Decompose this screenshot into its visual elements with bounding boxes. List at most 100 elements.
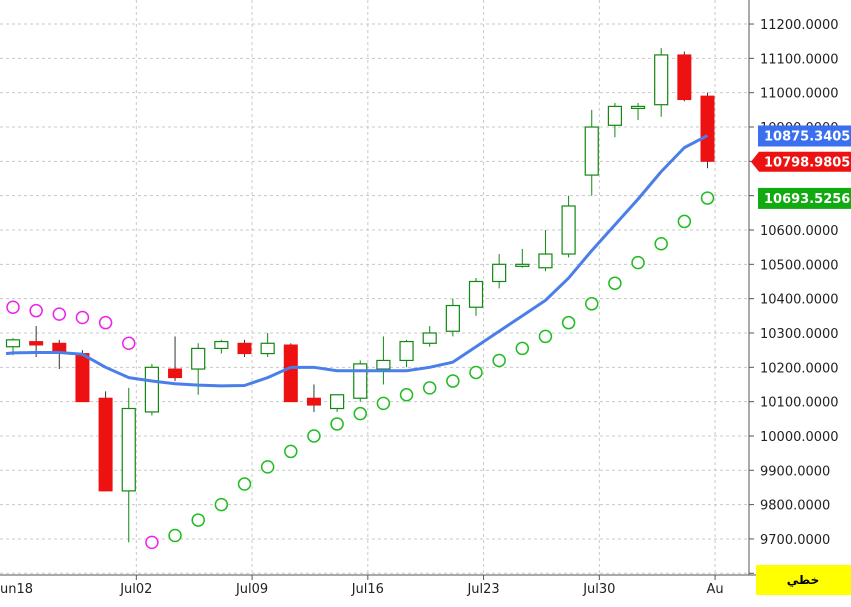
candle-body — [584, 126, 599, 176]
sar-point — [585, 297, 599, 311]
sar-point — [330, 417, 344, 431]
sar-point — [122, 336, 136, 351]
candle-up — [399, 339, 414, 368]
candle-body — [29, 341, 44, 346]
mode-badge[interactable]: خطي — [756, 565, 851, 595]
sar-point — [29, 303, 43, 318]
sar-point — [654, 236, 668, 251]
sar-point — [214, 497, 229, 512]
sar-point — [237, 477, 252, 491]
candle-up — [422, 326, 437, 347]
candle-body — [52, 342, 67, 353]
price-axis-label: 9800.0000 — [760, 499, 830, 514]
sar-point — [469, 365, 483, 380]
mode-badge-label[interactable]: خطي — [787, 573, 819, 587]
candle-up — [353, 360, 368, 402]
mode-badge-background — [756, 565, 851, 595]
candle-body — [283, 344, 298, 403]
price-badges: 10875.3405 10798.9805 10693.5256 — [751, 125, 851, 209]
sar-point — [677, 214, 692, 229]
price-badge-label: 10693.5256 — [764, 192, 850, 207]
price-axis-label: 10400.0000 — [760, 293, 839, 308]
candle-up — [330, 394, 345, 412]
sar-point — [6, 300, 20, 314]
candle-body — [630, 105, 646, 110]
price-axis-label: 10300.0000 — [760, 327, 839, 342]
candle-body — [98, 397, 113, 492]
candle-body — [330, 394, 345, 410]
candle-up — [144, 363, 159, 416]
time-axis-label: Jul30 — [582, 582, 615, 597]
candle-up — [445, 298, 460, 337]
candle-body — [5, 339, 21, 348]
candle-body — [75, 353, 90, 403]
candle-body — [515, 263, 530, 267]
candle-up — [584, 109, 599, 196]
candle-body — [607, 105, 623, 126]
price-badge-background — [758, 125, 851, 147]
candle-body — [561, 205, 576, 255]
candle-body — [492, 263, 507, 283]
candle-body — [353, 363, 368, 399]
price-badge: 10798.9805 — [751, 151, 851, 172]
sar-point — [75, 310, 90, 325]
candle-body — [237, 342, 252, 355]
sar-point — [168, 528, 182, 543]
sar-point — [98, 315, 113, 330]
candle-body — [168, 368, 183, 379]
price-axis-label: 10000.0000 — [760, 430, 839, 445]
sar-point — [515, 341, 530, 356]
candle-body — [399, 340, 414, 362]
candle-body — [538, 253, 553, 269]
time-axis-label: Jul16 — [351, 582, 384, 597]
price-badge: 10875.3405 — [758, 125, 851, 147]
moving-average-line — [5, 134, 709, 388]
candle-body — [445, 304, 460, 332]
time-axis-label: Jul09 — [235, 582, 268, 597]
candle-body — [654, 54, 669, 106]
sar-point — [191, 513, 205, 527]
time-axis-label: Jul02 — [119, 582, 152, 597]
moving-average-layer — [5, 134, 709, 388]
candle-up — [468, 278, 484, 316]
price-badge-label: 10875.3405 — [764, 129, 850, 144]
candle-down — [98, 391, 113, 492]
sar-point — [284, 444, 298, 459]
price-axis-label: 10200.0000 — [760, 361, 839, 376]
candle-body — [121, 407, 136, 492]
candle-body — [191, 347, 206, 370]
candle-up — [121, 387, 136, 543]
sar-point — [538, 329, 553, 344]
candle-body — [260, 342, 275, 355]
candle-body — [422, 332, 437, 344]
candle-down — [677, 51, 692, 102]
sar-point — [422, 381, 437, 395]
sar-point — [399, 388, 414, 402]
sar-point — [700, 191, 715, 205]
candle-up — [260, 332, 275, 358]
time-axis-label: Au — [707, 582, 724, 597]
sar-point — [353, 406, 367, 421]
candle-body — [700, 95, 715, 162]
time-axis[interactable]: un18 Jul02 Jul09 Jul16 Jul23 Jul30 Au — [0, 575, 724, 597]
price-axis-label: 9900.0000 — [760, 464, 830, 479]
candle-up — [376, 336, 391, 385]
price-axis-label: 11200.0000 — [760, 18, 839, 33]
candle-up — [561, 195, 576, 258]
candle-body — [214, 340, 229, 350]
sar-point — [492, 353, 506, 368]
price-badge-background — [758, 187, 851, 209]
candle-down — [237, 339, 252, 358]
candle-body — [376, 359, 391, 370]
price-axis-label: 11100.0000 — [760, 52, 839, 67]
candle-down — [306, 384, 321, 412]
sar-point — [608, 276, 622, 290]
time-axis-label: Jul23 — [466, 582, 499, 597]
price-badge-label: 10798.9805 — [764, 156, 850, 171]
sar-point — [376, 396, 391, 411]
candle-up — [492, 254, 507, 289]
sar-point — [52, 307, 67, 321]
